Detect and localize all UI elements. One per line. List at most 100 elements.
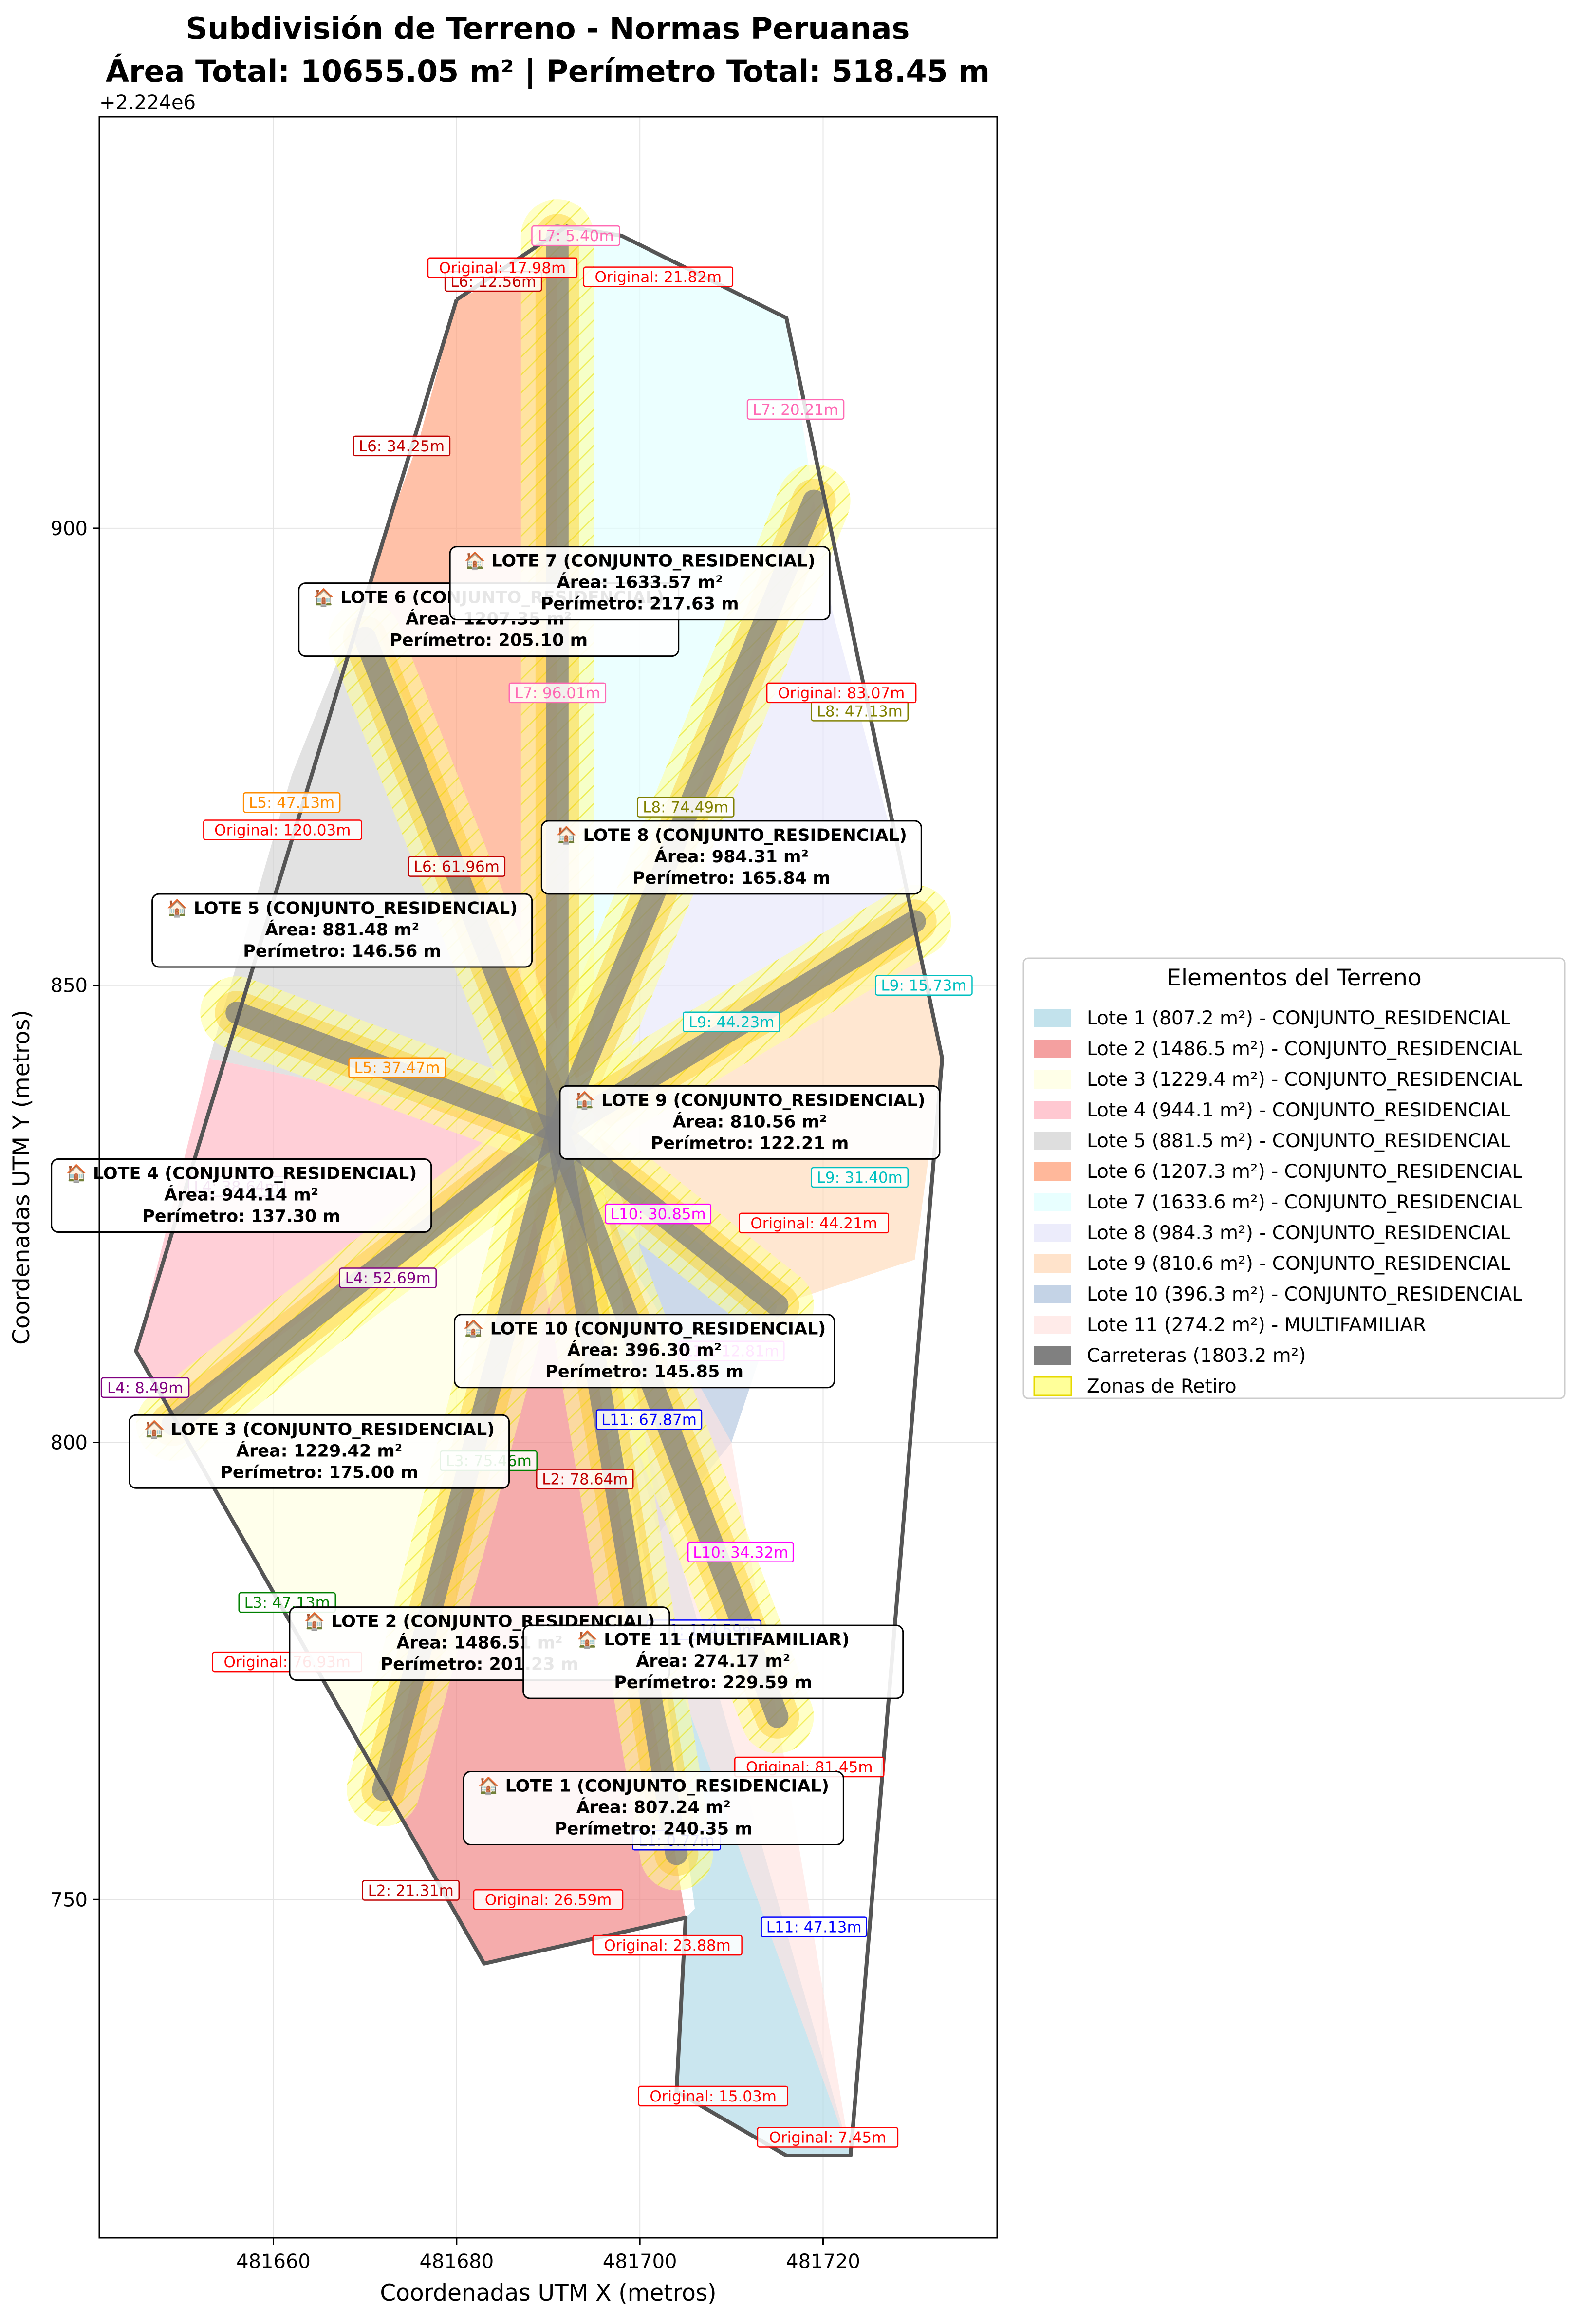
dimension-label-36: Original: 23.88m [592,1934,743,1956]
dimension-label-text: L5: 47.13m [249,794,334,812]
lot-info-line: Área: 274.17 m² [636,1651,790,1671]
dimension-label-text: L4: 52.69m [345,1270,431,1287]
dimension-label-text: Original: 21.82m [595,269,722,286]
dimension-label-31: Original: 120.03m [203,819,362,840]
x-tick-label: 481680 [419,2250,494,2273]
lot-info-line: Perímetro: 146.56 m [243,942,441,961]
chart-subtitle: Área Total: 10655.05 m² | Perímetro Tota… [106,54,990,90]
legend-entry-8: Lote 8 (984.3 m²) - CONJUNTO_RESIDENCIAL [1034,1222,1510,1244]
legend-entry-label: Lote 11 (274.2 m²) - MULTIFAMILIAR [1087,1314,1426,1336]
lot-info-line: Área: 396.30 m² [567,1340,722,1360]
dimension-label-17: L8: 74.49m [636,797,735,818]
y-tick-label: 800 [51,1432,88,1454]
lot-polygon-2 [383,1132,686,1964]
lot-polygon-4 [136,1058,557,1415]
dimension-label-text: L2: 78.64m [542,1471,628,1488]
lot-info-line: Área: 881.48 m² [265,919,419,940]
legend-frame [1022,957,1566,1399]
dimension-label-text: L7: 96.01m [515,685,600,702]
dimension-label-16: L7: 20.21m [746,399,845,420]
lot-info-line: Perímetro: 205.10 m [390,631,588,651]
lot-info-line: 🏠 LOTE 10 (CONJUNTO_RESIDENCIAL) [463,1320,826,1339]
legend-entry-5: Lote 5 (881.5 m²) - CONJUNTO_RESIDENCIAL [1034,1130,1510,1152]
lot-info-line: Perímetro: 165.84 m [632,869,831,888]
dimension-label-12: L6: 34.25m [353,435,451,457]
legend-entry-label: Lote 8 (984.3 m²) - CONJUNTO_RESIDENCIAL [1087,1222,1510,1244]
legend-entry-6: Lote 6 (1207.3 m²) - CONJUNTO_RESIDENCIA… [1034,1161,1522,1183]
legend-entry-label: Lote 7 (1633.6 m²) - CONJUNTO_RESIDENCIA… [1087,1191,1522,1213]
legend-entry-label: Lote 2 (1486.5 m²) - CONJUNTO_RESIDENCIA… [1087,1038,1522,1060]
dimension-label-38: Original: 7.45m [757,2127,899,2148]
dimension-label-32: Original: 44.21m [739,1212,889,1234]
lot-info-line: Perímetro: 122.21 m [651,1134,849,1153]
dimension-label-text: L2: 21.31m [368,1882,454,1900]
lot-info-line: Perímetro: 240.35 m [555,1820,753,1839]
dimension-label-text: L10: 34.32m [693,1544,788,1562]
legend-entry-9: Lote 9 (810.6 m²) - CONJUNTO_RESIDENCIAL [1034,1253,1510,1275]
y-offset-label: +2.224e6 [99,92,196,114]
lot-info-line: Perímetro: 217.63 m [541,595,739,614]
legend-entry-3: Lote 3 (1229.4 m²) - CONJUNTO_RESIDENCIA… [1034,1069,1522,1091]
legend-entry-13: Zonas de Retiro [1033,1376,1237,1397]
dimension-label-10: L5: 47.13m [242,792,341,813]
road-6 [546,1120,688,1865]
dimension-label-text: Original: 26.59m [485,1891,612,1909]
dimension-label-text: L9: 31.40m [817,1169,903,1187]
lot-info-box-3: 🏠 LOTE 3 (CONJUNTO_RESIDENCIAL)Área: 122… [129,1414,510,1489]
dimension-label-text: L5: 37.47m [354,1060,440,1077]
dimension-label-text: L4: 8.49m [107,1379,184,1397]
lot-info-line: Área: 1633.57 m² [557,572,723,593]
legend-entry-2: Lote 2 (1486.5 m²) - CONJUNTO_RESIDENCIA… [1034,1038,1522,1060]
legend-entry-12: Carreteras (1803.2 m²) [1034,1345,1306,1367]
legend-entry-label: Lote 10 (396.3 m²) - CONJUNTO_RESIDENCIA… [1087,1283,1522,1305]
lot-info-line: Área: 807.24 m² [576,1797,731,1818]
lot-info-box-1: 🏠 LOTE 1 (CONJUNTO_RESIDENCIAL)Área: 807… [463,1771,844,1846]
lot-info-line: 🏠 LOTE 8 (CONJUNTO_RESIDENCIAL) [556,826,907,845]
dimension-label-text: Original: 83.07m [778,685,905,702]
dimension-label-20: L9: 15.73m [875,975,973,996]
lot-info-line: Área: 1229.42 m² [236,1440,402,1461]
dimension-label-27: L11: 47.13m [761,1916,867,1937]
lot-info-line: Perímetro: 175.00 m [220,1463,418,1482]
dimension-label-text: Original: 44.21m [750,1215,877,1232]
legend-entry-label: Lote 9 (810.6 m²) - CONJUNTO_RESIDENCIAL [1087,1253,1510,1275]
dimension-label-2: L2: 21.31m [362,1880,460,1901]
lot-info-box-9: 🏠 LOTE 9 (CONJUNTO_RESIDENCIAL)Área: 810… [559,1085,941,1160]
dimension-label-4: L3: 47.13m [238,1592,336,1613]
dimension-label-18: L8: 47.13m [811,701,909,722]
lot-info-line: Área: 984.31 m² [654,846,809,867]
x-tick-label: 481660 [236,2250,311,2273]
y-tick-label: 850 [51,975,88,997]
dimension-label-text: Original: 120.03m [214,822,351,839]
legend-entry-4: Lote 4 (944.1 m²) - CONJUNTO_RESIDENCIAL [1034,1099,1510,1121]
lot-info-box-10: 🏠 LOTE 10 (CONJUNTO_RESIDENCIAL)Área: 39… [454,1314,835,1389]
lot-labels-layer: 🏠 LOTE 1 (CONJUNTO_RESIDENCIAL)Área: 807… [51,546,941,1846]
lot-info-box-4: 🏠 LOTE 4 (CONJUNTO_RESIDENCIAL)Área: 944… [51,1158,432,1233]
dimension-label-11: L6: 61.96m [408,856,506,877]
dimension-label-30: Original: 83.07m [766,682,917,704]
dimension-label-text: L6: 34.25m [359,438,445,455]
legend-entry-label: Lote 3 (1229.4 m²) - CONJUNTO_RESIDENCIA… [1087,1069,1522,1091]
dimension-label-text: L7: 5.40m [538,227,614,245]
dimension-label-text: Original: 15.03m [650,2088,777,2105]
dimension-label-text: L9: 44.23m [688,1014,774,1031]
dimension-label-37: Original: 15.03m [638,2085,788,2107]
dimension-label-21: L9: 31.40m [811,1167,909,1188]
legend-entry-7: Lote 7 (1633.6 m²) - CONJUNTO_RESIDENCIA… [1034,1191,1522,1213]
lot-info-line: Perímetro: 137.30 m [142,1207,340,1227]
lot-info-box-5: 🏠 LOTE 5 (CONJUNTO_RESIDENCIAL)Área: 881… [151,893,533,968]
y-tick-label: 750 [51,1889,88,1911]
dimension-label-text: Original: 7.45m [769,2129,886,2146]
lot-info-line: 🏠 LOTE 4 (CONJUNTO_RESIDENCIAL) [66,1164,417,1184]
dimension-label-text: L8: 47.13m [817,703,903,720]
dimension-label-9: L5: 37.47m [348,1057,446,1078]
dimension-label-text: L11: 47.13m [766,1919,862,1936]
dimension-label-22: L10: 30.85m [605,1203,712,1225]
legend-entry-label: Lote 4 (944.1 m²) - CONJUNTO_RESIDENCIAL [1087,1099,1510,1121]
dimension-label-29: Original: 21.82m [583,266,734,287]
dimension-label-text: L7: 20.21m [753,401,838,419]
lot-info-line: Perímetro: 229.59 m [614,1673,812,1692]
legend-entry-label: Lote 6 (1207.3 m²) - CONJUNTO_RESIDENCIA… [1087,1161,1522,1183]
dimension-label-24: L10: 34.32m [687,1542,794,1563]
legend-entry-label: Lote 5 (881.5 m²) - CONJUNTO_RESIDENCIAL [1087,1130,1510,1152]
